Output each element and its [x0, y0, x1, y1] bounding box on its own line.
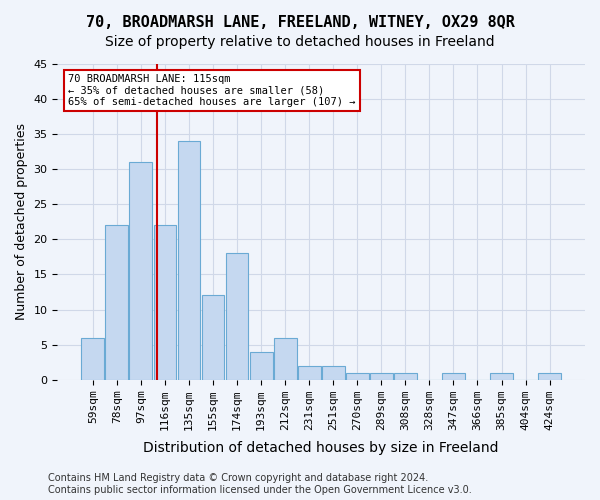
Bar [274, 338, 296, 380]
Bar [178, 141, 200, 380]
Bar [298, 366, 320, 380]
Bar [154, 226, 176, 380]
Bar [538, 372, 561, 380]
Bar [442, 372, 465, 380]
Bar [322, 366, 344, 380]
Text: 70, BROADMARSH LANE, FREELAND, WITNEY, OX29 8QR: 70, BROADMARSH LANE, FREELAND, WITNEY, O… [86, 15, 514, 30]
Bar [250, 352, 272, 380]
Bar [106, 226, 128, 380]
Bar [130, 162, 152, 380]
Y-axis label: Number of detached properties: Number of detached properties [15, 124, 28, 320]
Bar [490, 372, 513, 380]
Bar [370, 372, 393, 380]
Text: 70 BROADMARSH LANE: 115sqm
← 35% of detached houses are smaller (58)
65% of semi: 70 BROADMARSH LANE: 115sqm ← 35% of deta… [68, 74, 355, 107]
Bar [394, 372, 417, 380]
Bar [346, 372, 368, 380]
Bar [82, 338, 104, 380]
X-axis label: Distribution of detached houses by size in Freeland: Distribution of detached houses by size … [143, 441, 499, 455]
Text: Size of property relative to detached houses in Freeland: Size of property relative to detached ho… [105, 35, 495, 49]
Bar [226, 254, 248, 380]
Text: Contains HM Land Registry data © Crown copyright and database right 2024.
Contai: Contains HM Land Registry data © Crown c… [48, 474, 472, 495]
Bar [202, 296, 224, 380]
